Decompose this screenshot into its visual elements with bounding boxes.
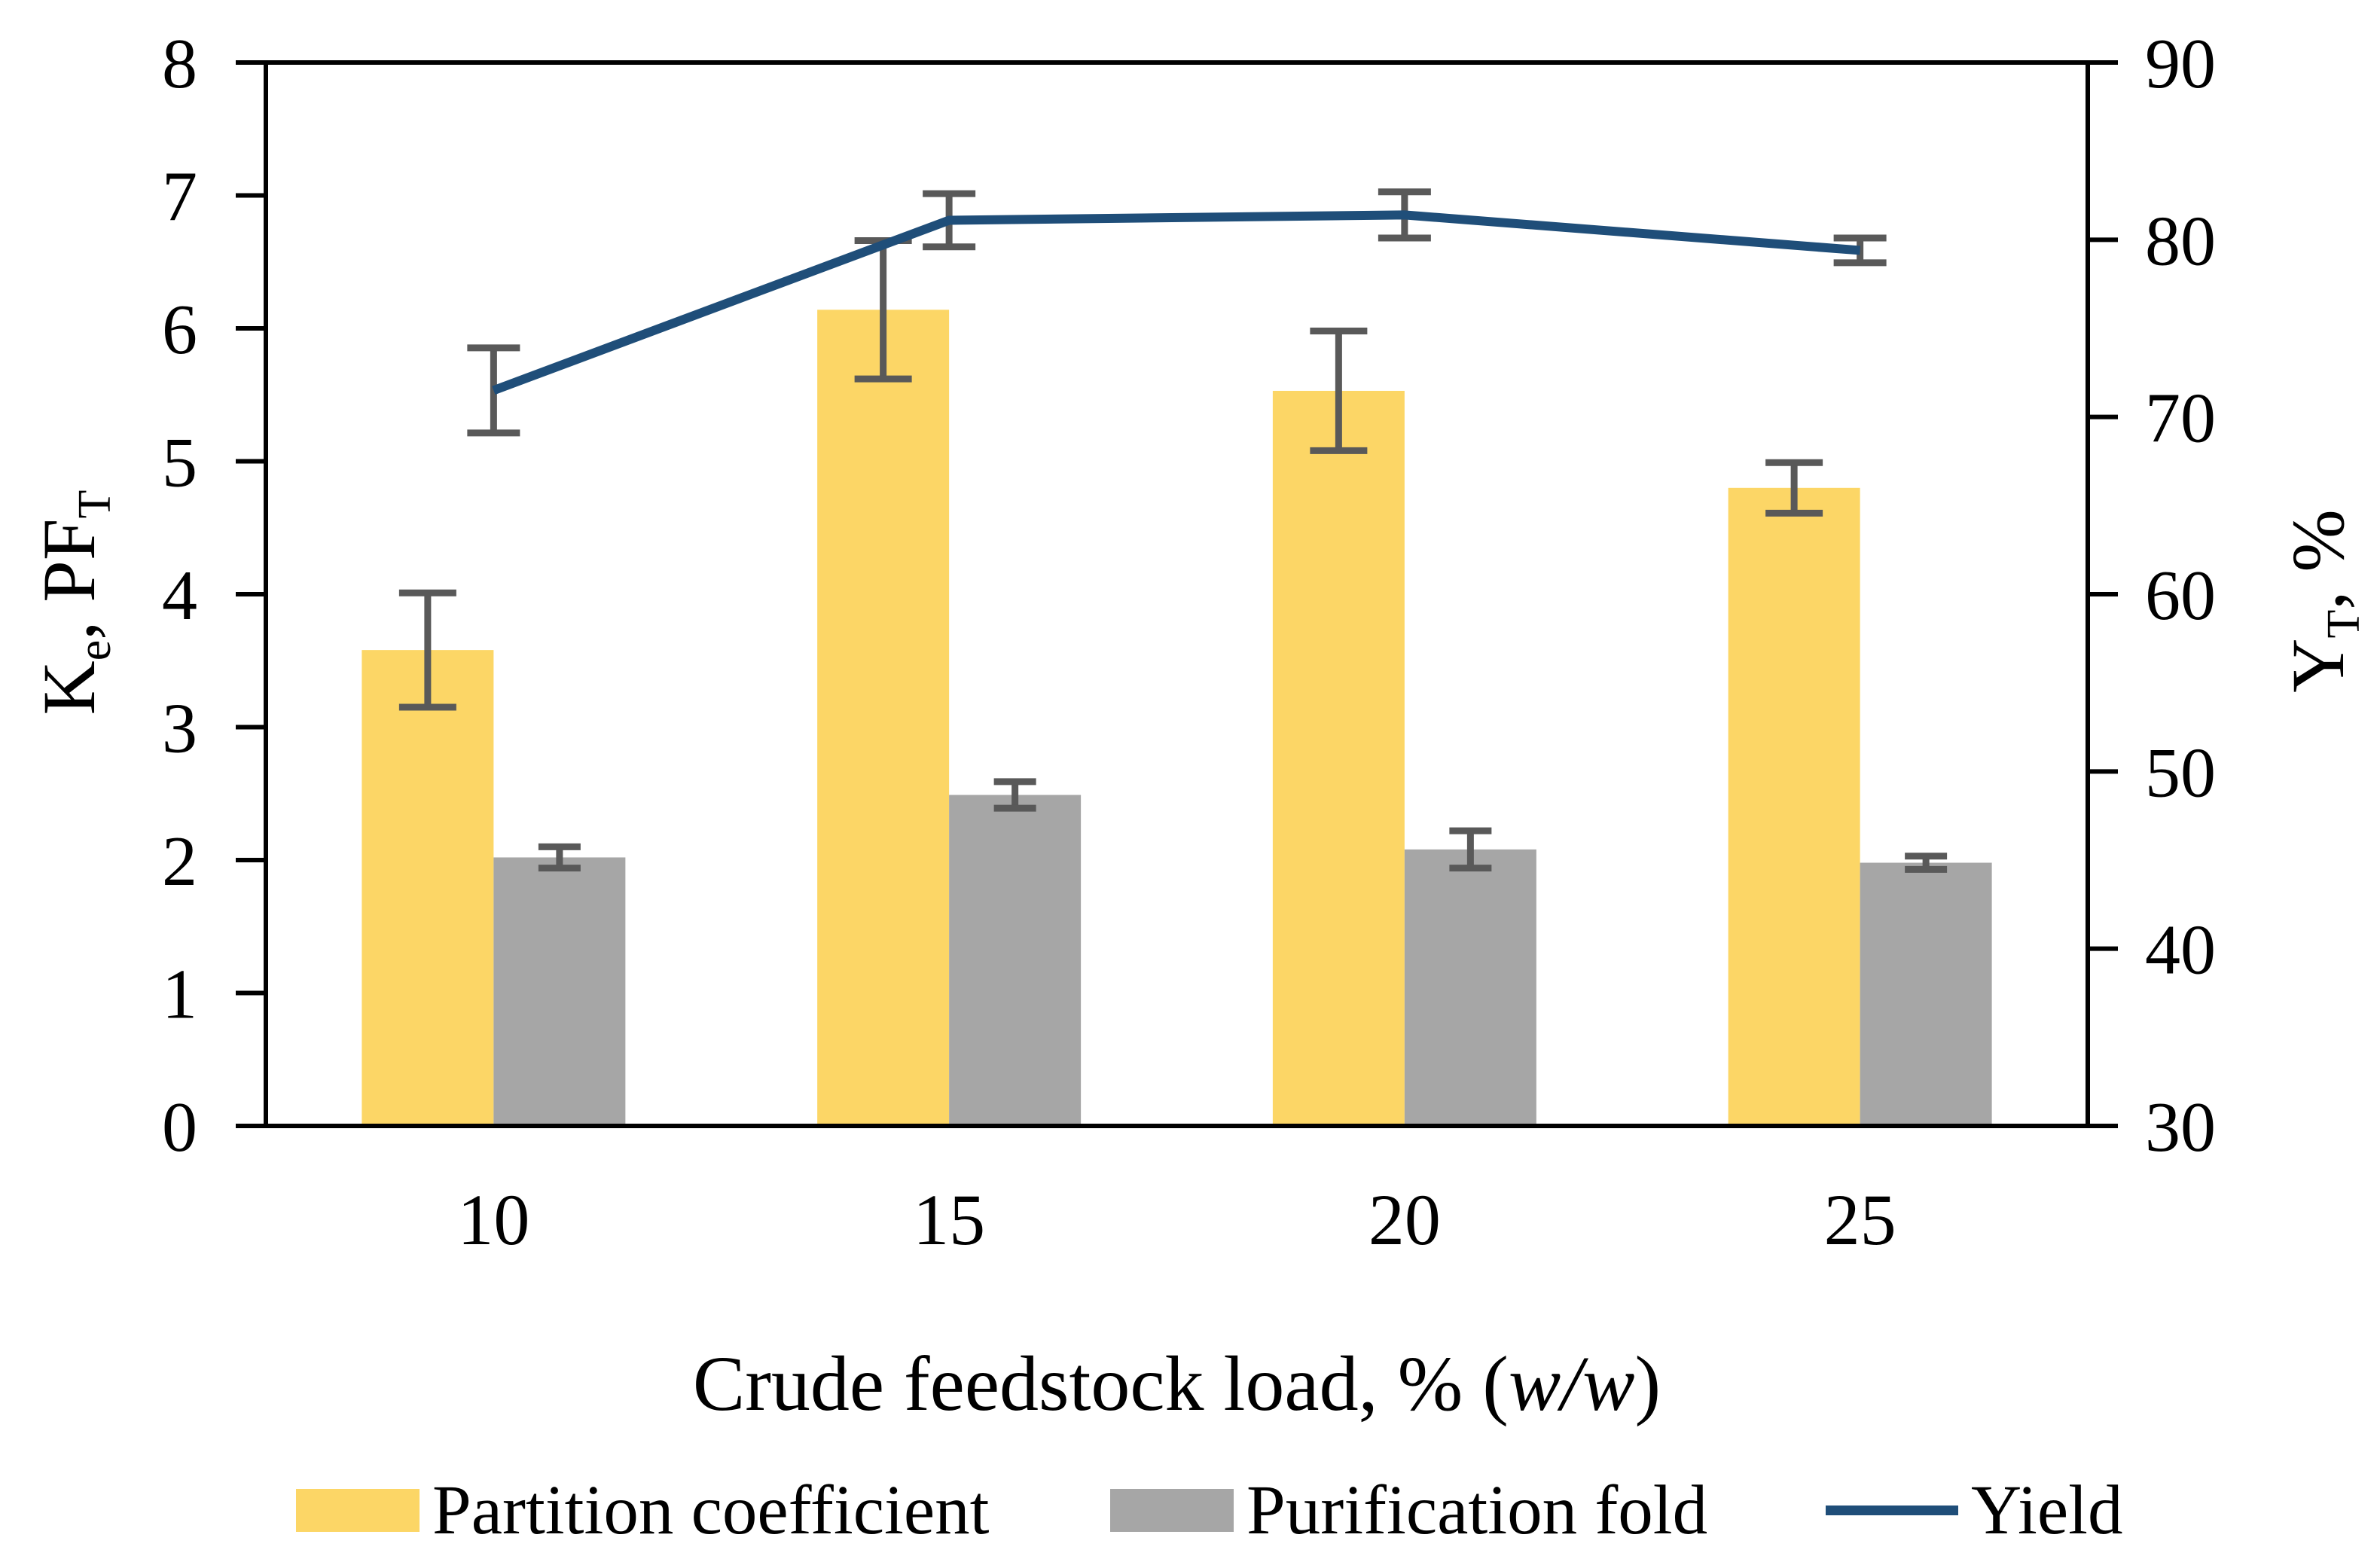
y-axis-left-tick-label: 2 bbox=[162, 822, 197, 901]
y-axis-right-tick-label: 50 bbox=[2145, 734, 2216, 812]
purification-fold-swatch bbox=[1110, 1488, 1234, 1532]
y-axis-right-title: YT, % bbox=[2276, 509, 2369, 693]
legend-label-yield: Yield bbox=[1971, 1471, 2123, 1549]
bar-partition-coefficient-20 bbox=[1272, 390, 1405, 1126]
y-axis-left-title: Ke, PFT bbox=[27, 490, 121, 715]
y-axis-right-tick-label: 70 bbox=[2145, 380, 2216, 458]
y-axis-right-tick-label: 60 bbox=[2145, 557, 2216, 635]
y-axis-left-tick-label: 4 bbox=[162, 557, 197, 635]
x-axis-title: Crude feedstock load, % (w/w) bbox=[692, 1341, 1661, 1427]
legend-label-purification-fold: Purification fold bbox=[1246, 1471, 1708, 1549]
y-axis-left-tick-label: 6 bbox=[162, 291, 197, 369]
yield-line bbox=[492, 210, 1861, 395]
x-axis-tick-label: 25 bbox=[1824, 1179, 1896, 1260]
yield-line-swatch bbox=[1826, 1505, 1958, 1515]
bar-partition-coefficient-25 bbox=[1728, 487, 1860, 1126]
y-axis-right-tick-label: 90 bbox=[2145, 25, 2216, 103]
partition-coefficient-swatch bbox=[296, 1488, 420, 1532]
y-axis-right-tick-label: 80 bbox=[2145, 202, 2216, 280]
bar-partition-coefficient-10 bbox=[362, 650, 494, 1126]
y-axis-left-tick-label: 1 bbox=[162, 956, 197, 1034]
bar-partition-coefficient-15 bbox=[817, 310, 950, 1126]
y-axis-right-tick-label: 30 bbox=[2145, 1088, 2216, 1167]
legend-item-purification-fold: Purification fold bbox=[1110, 1475, 1707, 1545]
y-axis-right-tick-label: 40 bbox=[2145, 911, 2216, 990]
y-axis-left-tick-label: 8 bbox=[162, 25, 197, 103]
x-axis-tick-label: 10 bbox=[457, 1179, 529, 1260]
bar-purification-fold-25 bbox=[1860, 862, 1992, 1126]
y-axis-left-tick-label: 3 bbox=[162, 690, 197, 768]
bar-purification-fold-20 bbox=[1404, 849, 1536, 1126]
y-axis-left-tick-label: 7 bbox=[162, 158, 197, 236]
y-axis-left-tick-label: 5 bbox=[162, 424, 197, 502]
legend-item-yield: Yield bbox=[1826, 1475, 2123, 1545]
x-axis-tick-label: 15 bbox=[913, 1179, 985, 1260]
legend-item-partition-coefficient: Partition coefficient bbox=[296, 1475, 989, 1545]
legend-label-partition-coefficient: Partition coefficient bbox=[432, 1471, 990, 1549]
bar-purification-fold-10 bbox=[493, 857, 626, 1126]
bar-purification-fold-15 bbox=[949, 795, 1082, 1126]
y-axis-left-tick-label: 0 bbox=[162, 1088, 197, 1167]
x-axis-tick-label: 20 bbox=[1368, 1179, 1441, 1260]
